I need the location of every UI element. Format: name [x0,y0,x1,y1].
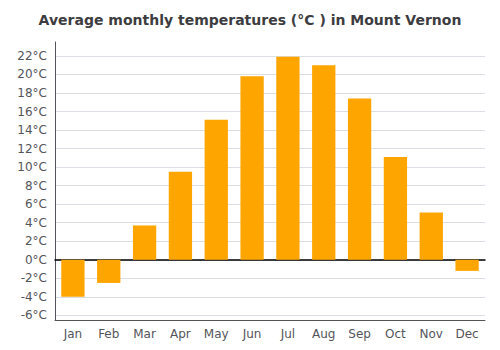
svg-text:10°C: 10°C [17,160,47,174]
svg-text:12°C: 12°C [17,142,47,156]
svg-text:22°C: 22°C [17,49,47,63]
svg-text:Aug: Aug [312,327,335,341]
svg-text:4°C: 4°C [25,216,47,230]
svg-text:20°C: 20°C [17,67,47,81]
svg-text:Sep: Sep [348,327,371,341]
svg-text:Jun: Jun [242,327,262,341]
svg-text:Jan: Jan [63,327,83,341]
svg-text:2°C: 2°C [25,234,47,248]
svg-text:6°C: 6°C [25,197,47,211]
svg-text:Mar: Mar [133,327,156,341]
svg-text:Nov: Nov [420,327,443,341]
svg-text:May: May [204,327,229,341]
svg-text:Jul: Jul [280,327,295,341]
svg-text:-2°C: -2°C [21,271,47,285]
svg-text:18°C: 18°C [17,86,47,100]
svg-text:0°C: 0°C [25,253,47,267]
svg-text:Average monthly temperatures (: Average monthly temperatures (°C ) in Mo… [39,12,462,28]
svg-text:Dec: Dec [455,327,478,341]
svg-text:Feb: Feb [98,327,119,341]
svg-text:-6°C: -6°C [21,308,47,322]
svg-text:Oct: Oct [385,327,406,341]
svg-text:8°C: 8°C [25,179,47,193]
svg-text:14°C: 14°C [17,123,47,137]
svg-text:16°C: 16°C [17,105,47,119]
svg-text:-4°C: -4°C [21,290,47,304]
svg-text:Apr: Apr [170,327,191,341]
